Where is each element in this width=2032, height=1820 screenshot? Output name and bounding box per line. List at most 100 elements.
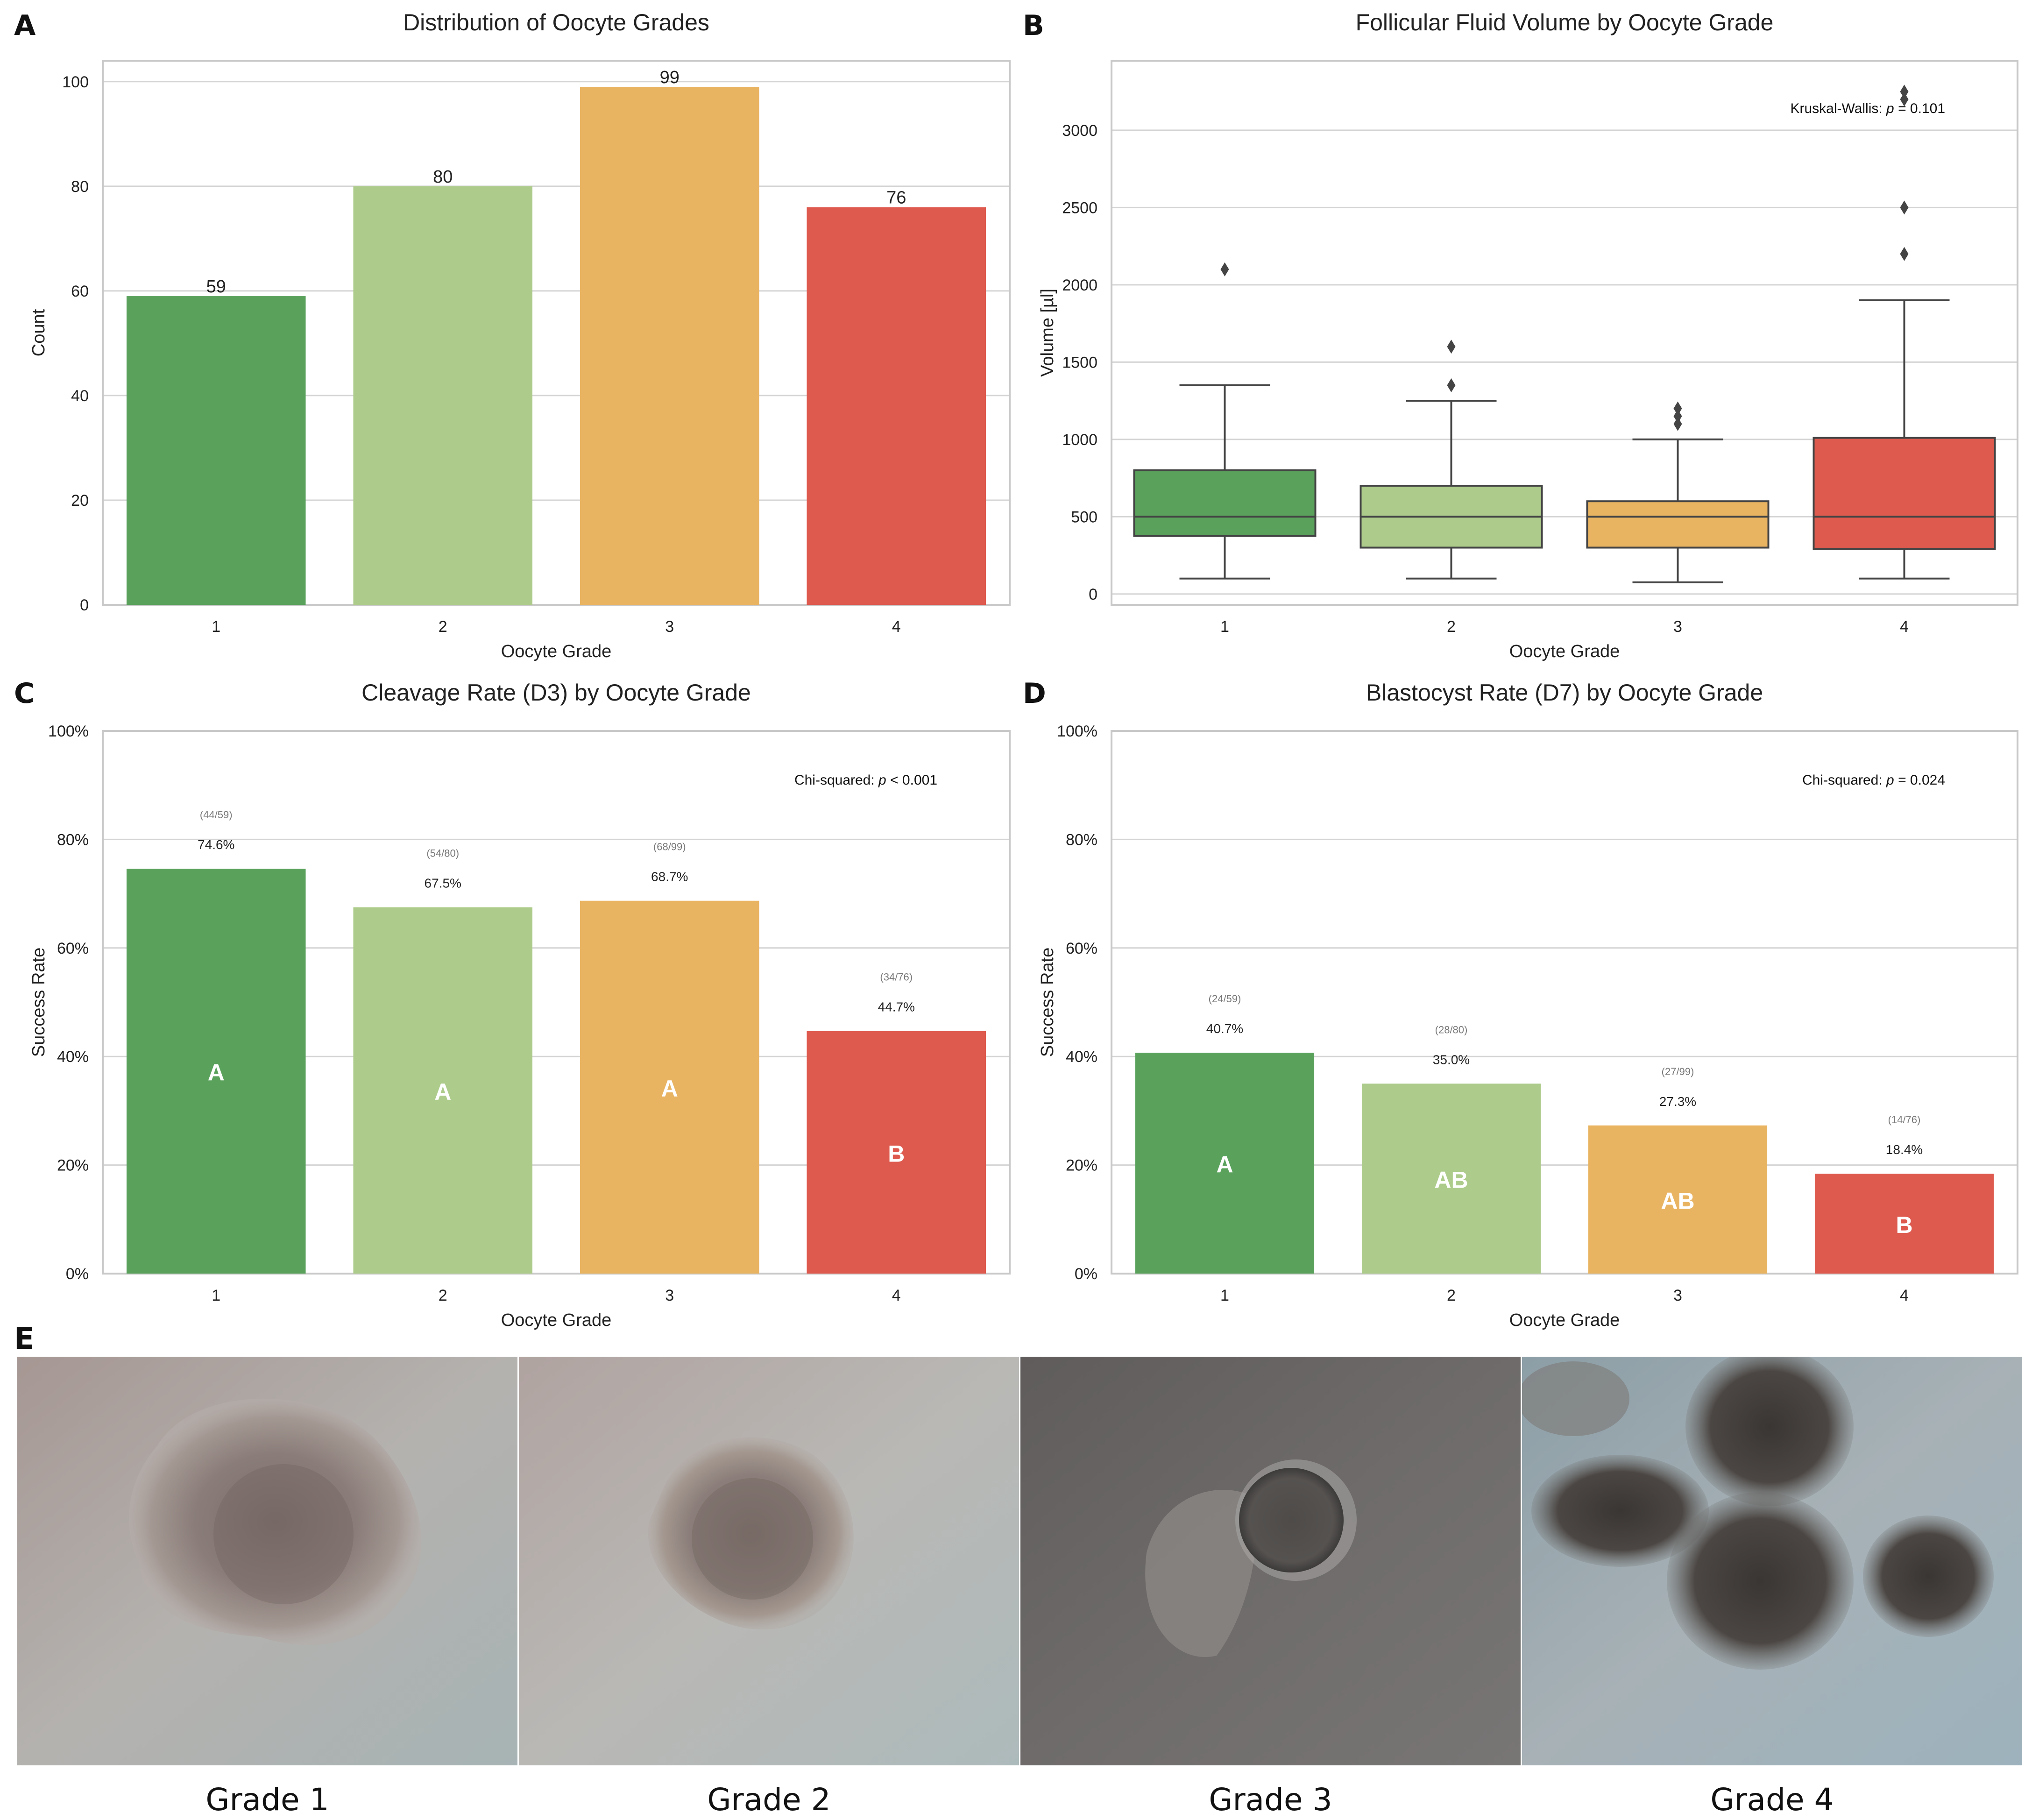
panel-a-value-label: 76 (886, 188, 906, 208)
panel-d-value-label: 40.7% (1206, 1021, 1243, 1036)
grade-3-caption: Grade 3 (1209, 1782, 1332, 1818)
oocyte-grade-4-micrograph (1522, 1357, 2022, 1765)
panel-d-stat-annotation: Chi-squared: p = 0.024 (1802, 772, 1945, 788)
panel-b-ytick-label: 0 (1089, 586, 1097, 603)
panel-d-value-label: 18.4% (1886, 1142, 1923, 1157)
panel-b-xtick-label: 2 (1447, 618, 1456, 636)
panel-b-outlier-point (1900, 92, 1909, 106)
grade-2-caption: Grade 2 (707, 1782, 831, 1818)
panel-d-xtick-label: 4 (1900, 1287, 1909, 1304)
panel-c-value-label: 74.6% (198, 837, 234, 852)
panel-d-xtick-label: 1 (1220, 1287, 1229, 1304)
panel-a-bar-grade-3 (580, 87, 759, 605)
panel-b-outlier-point (1900, 247, 1909, 261)
panel-a-value-label: 80 (433, 167, 453, 187)
panel-c-ytick-label: 0% (66, 1265, 89, 1283)
panel-d-ytick-label: 80% (1066, 831, 1097, 849)
panel-b-axes-frame (1111, 60, 2018, 606)
panel-d-title: Blastocyst Rate (D7) by Oocyte Grade (1366, 680, 1763, 706)
panel-a-ytick-label: 80 (71, 178, 89, 196)
panel-b-box-grade-4 (1813, 437, 1996, 550)
panel-d-axes-frame (1111, 730, 2018, 1275)
panel-d-value-label: 27.3% (1659, 1094, 1696, 1109)
panel-b-ytick-label: 1500 (1062, 354, 1097, 371)
panel-b-xtick-label: 3 (1673, 618, 1682, 636)
panel-c-bar-grade-2 (353, 907, 533, 1274)
panel-b-outlier-point (1673, 401, 1682, 416)
panel-a-bar-grade-4 (807, 207, 986, 605)
panel-b-box-grade-3 (1586, 500, 1770, 549)
panel-c-value-label: 67.5% (425, 876, 461, 891)
panel-a-title: Distribution of Oocyte Grades (403, 9, 709, 35)
panel-d-ytick-label: 40% (1066, 1048, 1097, 1066)
oocyte-grade-2-micrograph (519, 1357, 1019, 1765)
panel-a-xtick-label: 3 (665, 618, 674, 636)
panel-b-outlier-point (1673, 409, 1682, 424)
panel-c-count-label: (44/59) (200, 809, 233, 821)
panel-d-bar-grade-1 (1135, 1053, 1315, 1274)
panel-d-xtick-label: 3 (1673, 1287, 1682, 1304)
panel-b-stat-annotation: Kruskal-Wallis: p = 0.101 (1790, 101, 1945, 116)
panel-a-bar-grade-2 (353, 186, 533, 605)
panel-a-bar-grade-1 (126, 296, 306, 605)
panel-b-ytick-label: 500 (1071, 508, 1097, 526)
panel-c-letter: C (14, 677, 35, 710)
panel-c-xtick-label: 2 (439, 1287, 447, 1304)
panel-b-outlier-point (1673, 417, 1682, 431)
panel-c-group-letter: B (888, 1140, 905, 1167)
panel-a-ytick-label: 40 (71, 387, 89, 405)
panel-b-xlabel: Oocyte Grade (1509, 642, 1620, 661)
oocyte-grade-3-micrograph (1020, 1357, 1521, 1765)
panel-d-bar-grade-4 (1814, 1174, 1994, 1274)
panel-b-outlier-point (1447, 340, 1456, 354)
panel-d-letter: D (1023, 677, 1046, 710)
panel-b-outlier-point (1900, 85, 1909, 99)
panel-b-outlier-point (1447, 378, 1456, 393)
panel-b-title: Follicular Fluid Volume by Oocyte Grade (1356, 9, 1774, 35)
panel-a-ytick-label: 60 (71, 283, 89, 300)
panel-c-bar-grade-3 (580, 900, 759, 1274)
panel-d-ytick-label: 100% (1057, 722, 1097, 740)
panel-a-xtick-label: 2 (439, 618, 447, 636)
panel-a-value-label: 99 (660, 68, 680, 87)
panel-a-letter: A (14, 9, 36, 42)
panel-b-ytick-label: 2000 (1062, 276, 1097, 294)
panel-b-ytick-label: 2500 (1062, 199, 1097, 217)
panel-c-ytick-label: 100% (48, 722, 89, 740)
panel-c-ytick-label: 80% (57, 831, 89, 849)
panel-d-group-letter: A (1216, 1152, 1233, 1178)
panel-b-outlier-point (1220, 262, 1229, 276)
panel-c-ytick-label: 60% (57, 940, 89, 957)
panel-d-xlabel: Oocyte Grade (1509, 1310, 1620, 1330)
panel-a-xlabel: Oocyte Grade (501, 642, 612, 661)
panel-a-xtick-label: 4 (892, 618, 901, 636)
panel-a-ytick-label: 100 (62, 73, 89, 91)
grade-1-caption: Grade 1 (205, 1782, 329, 1818)
panel-c-count-label: (34/76) (880, 971, 913, 983)
panel-b-xtick-label: 1 (1220, 618, 1229, 636)
panel-a-value-label: 59 (206, 277, 226, 297)
panel-d-count-label: (14/76) (1888, 1114, 1921, 1126)
panel-c-value-label: 44.7% (878, 1000, 915, 1014)
panel-d-group-letter: AB (1434, 1167, 1468, 1193)
panel-b-ytick-label: 1000 (1062, 431, 1097, 449)
panel-b-letter: B (1023, 9, 1044, 42)
panel-c-xtick-label: 4 (892, 1287, 901, 1304)
panel-d-ylabel: Success Rate (1038, 948, 1057, 1057)
panel-d-count-label: (28/80) (1435, 1024, 1468, 1035)
panel-c-group-letter: A (434, 1079, 451, 1105)
panel-c-ytick-label: 20% (57, 1157, 89, 1175)
panel-d-count-label: (24/59) (1209, 993, 1241, 1005)
oocyte-grade-1-micrograph (17, 1357, 517, 1765)
panel-c-bar-grade-4 (807, 1031, 986, 1274)
panel-d-bar-grade-2 (1361, 1084, 1541, 1274)
panel-c-count-label: (68/99) (653, 841, 686, 853)
panel-d-bar-grade-3 (1588, 1125, 1768, 1274)
panel-a-xtick-label: 1 (212, 618, 220, 636)
panel-b-ylabel: Volume [µl] (1038, 289, 1057, 377)
panel-d-group-letter: B (1896, 1212, 1912, 1238)
panel-c-title: Cleavage Rate (D3) by Oocyte Grade (361, 680, 751, 706)
panel-a-ylabel: Count (29, 309, 49, 356)
panel-d-value-label: 35.0% (1433, 1052, 1470, 1067)
